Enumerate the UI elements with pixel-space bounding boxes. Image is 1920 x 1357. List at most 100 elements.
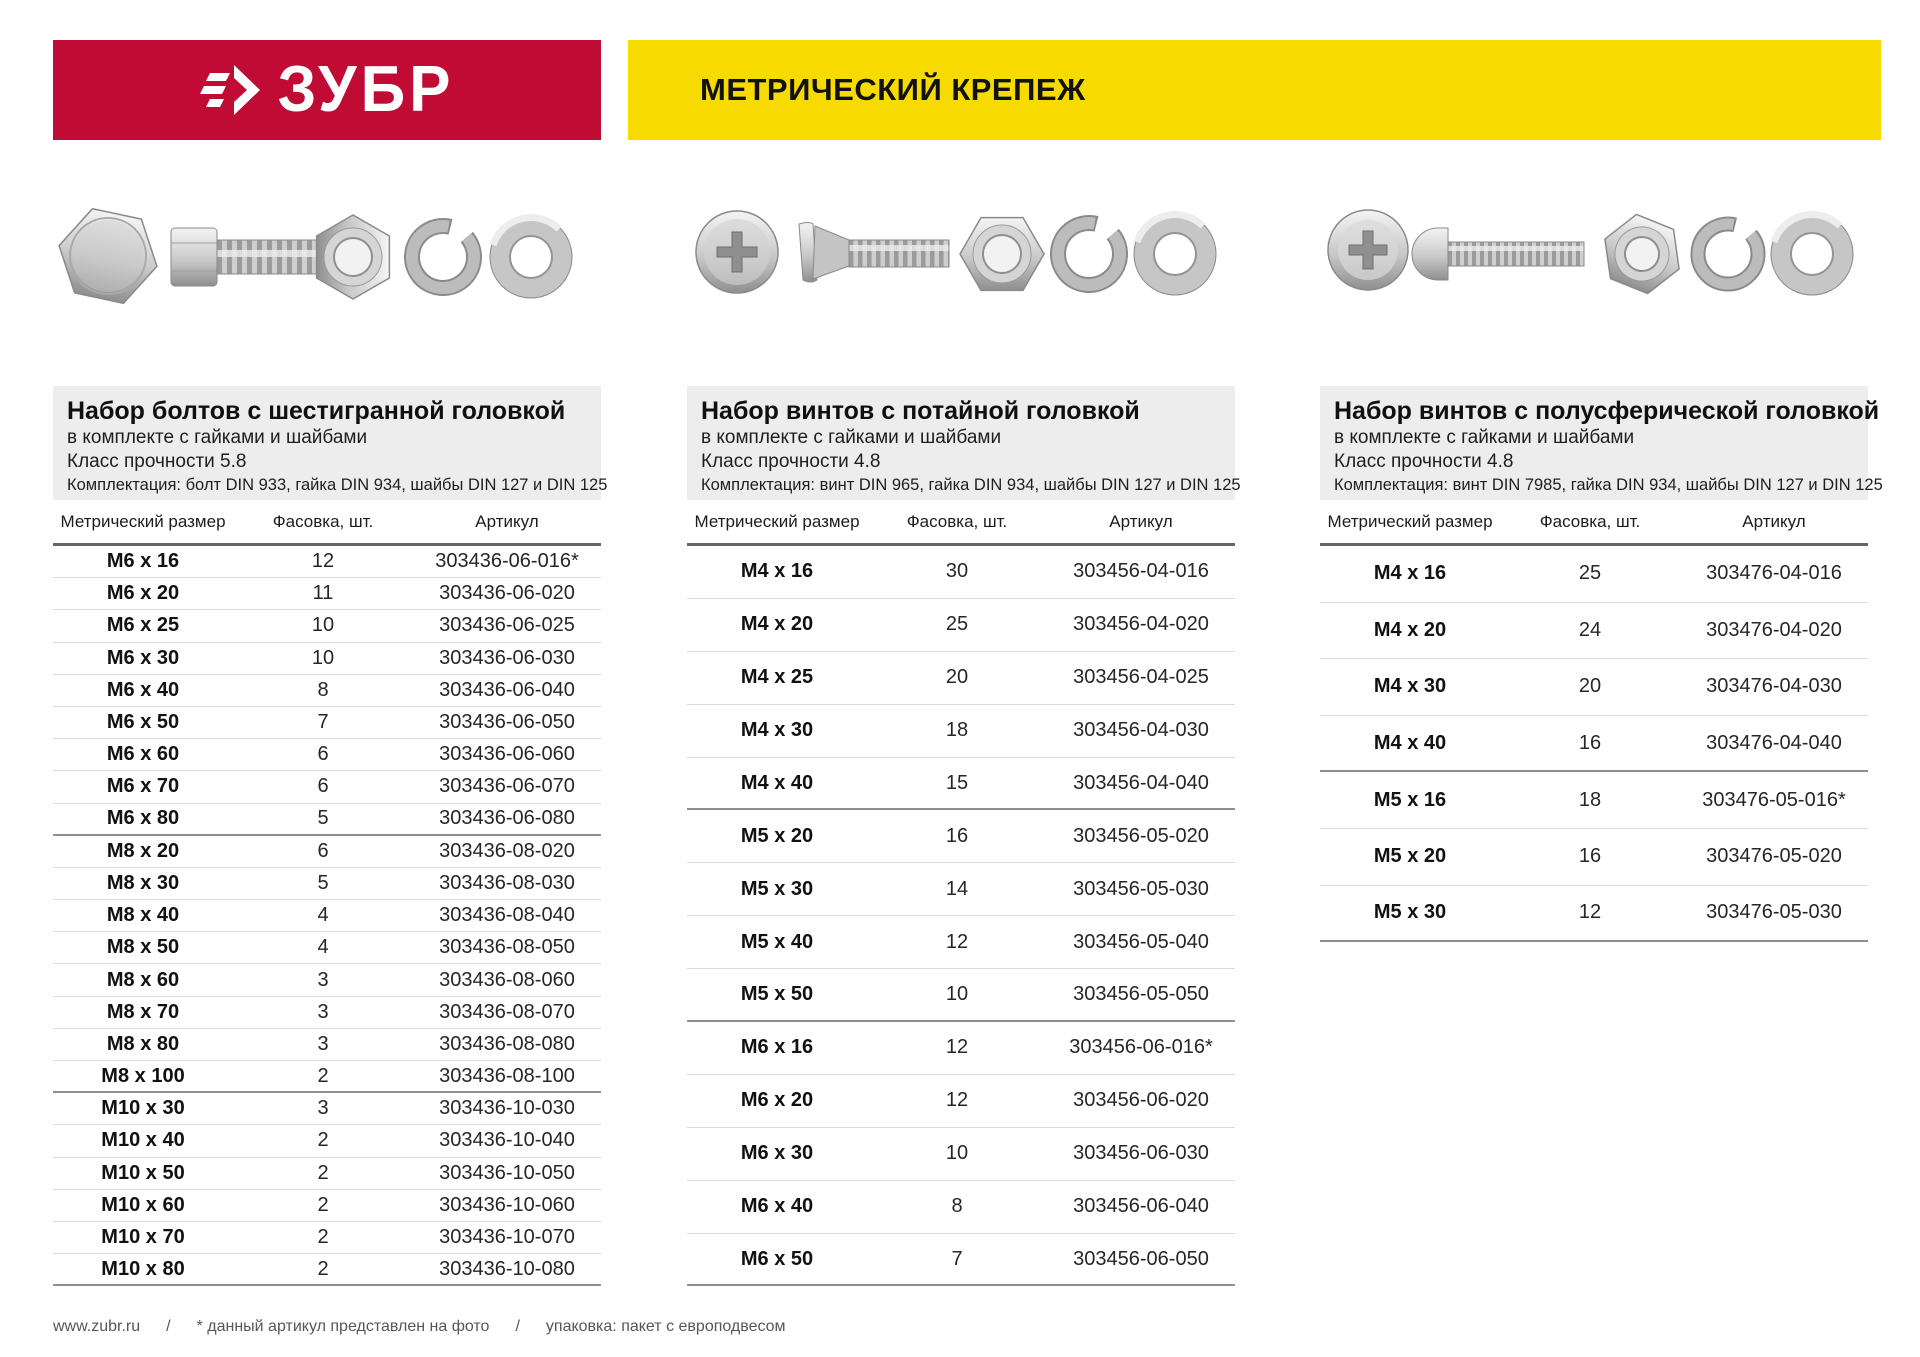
cell-qty: 30	[945, 560, 969, 583]
cell-article: 303456-06-040	[1073, 1195, 1209, 1218]
cell-size: M8 x 80	[106, 1032, 180, 1055]
cell-qty: 12	[311, 550, 335, 573]
info-block: Набор винтов с потайной головкой в компл…	[687, 386, 1241, 500]
hex-head-top-icon	[58, 207, 158, 305]
countersunk-screw-set-photo	[695, 210, 1217, 296]
table-row: M6 x 50 7 303456-06-050	[687, 1234, 1235, 1287]
table-row: M10 x 60 2 303436-10-060	[53, 1190, 601, 1222]
cell-qty: 2	[317, 1226, 329, 1249]
cell-article: 303456-04-040	[1073, 771, 1209, 794]
flat-washer-icon	[1133, 211, 1217, 296]
cell-size: M6 x 50	[106, 711, 180, 734]
cell-article: 303476-05-016*	[1702, 788, 1846, 811]
cell-size: M6 x 70	[106, 775, 180, 798]
cell-qty: 12	[945, 1036, 969, 1059]
cell-qty: 6	[317, 743, 329, 766]
table-row: M6 x 40 8 303436-06-040	[53, 675, 601, 707]
table-row: M10 x 70 2 303436-10-070	[53, 1222, 601, 1255]
col-header-qty: Фасовка, шт.	[906, 511, 1008, 531]
cell-size: M6 x 25	[106, 614, 180, 637]
countersunk-screw-side-icon	[798, 222, 950, 283]
banner: МЕТРИЧЕСКИЙ КРЕПЕЖ	[628, 40, 1881, 140]
cell-article: 303436-08-040	[439, 904, 575, 927]
table-row: M4 x 20 24 303476-04-020	[1320, 603, 1868, 660]
brand-block: ЗУБР	[53, 40, 601, 140]
table-body: M4 x 16 30 303456-04-016 M4 x 20 25 303456-04…	[687, 546, 1235, 1287]
cell-qty: 4	[317, 936, 329, 959]
cell-qty: 4	[317, 904, 329, 927]
cell-qty: 11	[312, 582, 334, 605]
col-header-size: Метрический размер	[694, 511, 860, 531]
table-row: M10 x 50 2 303436-10-050	[53, 1158, 601, 1190]
set-subtitle: в комплекте с гайками и шайбами	[701, 427, 1002, 448]
table-row: M6 x 40 8 303456-06-040	[687, 1181, 1235, 1234]
cell-size: M4 x 40	[1373, 731, 1447, 754]
table-row: M4 x 30 20 303476-04-030	[1320, 659, 1868, 716]
table-row: M6 x 30 10 303436-06-030	[53, 643, 601, 675]
table-row: M6 x 50 7 303436-06-050	[53, 707, 601, 740]
table-body: M4 x 16 25 303476-04-016 M4 x 20 24 303476-04…	[1320, 546, 1868, 943]
table-row: M6 x 60 6 303436-06-060	[53, 739, 601, 772]
cell-qty: 10	[945, 1142, 969, 1165]
cell-article: 303456-05-030	[1073, 877, 1209, 900]
cell-article: 303456-05-040	[1073, 930, 1209, 953]
table-row: M5 x 40 12 303456-05-040	[687, 916, 1235, 970]
table-row: M8 x 30 5 303436-08-030	[53, 868, 601, 901]
cell-size: M6 x 60	[106, 743, 180, 766]
pan-head-screw-set-photo	[1327, 209, 1854, 296]
footer-separator: /	[166, 1318, 171, 1335]
cell-qty: 10	[311, 646, 335, 669]
cell-article: 303436-10-030	[439, 1097, 575, 1120]
spring-washer-icon	[1050, 215, 1128, 293]
cell-size: M6 x 20	[106, 582, 180, 605]
cell-article: 303476-04-040	[1706, 731, 1842, 754]
cell-size: M5 x 30	[740, 877, 814, 900]
cell-article: 303456-05-020	[1073, 824, 1209, 847]
cell-qty: 7	[317, 711, 329, 734]
table-row: M4 x 40 15 303456-04-040	[687, 758, 1235, 811]
info-block: Набор болтов с шестигранной головкой в к…	[53, 386, 607, 500]
cell-qty: 10	[945, 983, 969, 1006]
cell-size: M8 x 40	[106, 904, 180, 927]
table-row: M8 x 20 6 303436-08-020	[53, 836, 601, 868]
table-row: M6 x 16 12 303436-06-016*	[53, 546, 601, 579]
cell-article: 303436-10-080	[439, 1257, 575, 1280]
cell-size: M6 x 40	[106, 678, 180, 701]
cell-article: 303436-08-060	[439, 968, 575, 991]
zubr-logo-icon	[199, 61, 262, 119]
table-row: M10 x 30 3 303436-10-030	[53, 1093, 601, 1126]
cell-article: 303436-10-060	[439, 1193, 575, 1216]
col-header-size: Метрический размер	[1327, 511, 1493, 531]
cell-size: M4 x 30	[1373, 675, 1447, 698]
catalog-column-countersunk-screws: Набор винтов с потайной головкой в компл…	[687, 180, 1241, 1287]
cell-size: M4 x 16	[1373, 562, 1447, 585]
table-row: M6 x 30 10 303456-06-030	[687, 1128, 1235, 1181]
col-header-size: Метрический размер	[60, 511, 226, 531]
cell-size: M6 x 40	[740, 1195, 814, 1218]
cell-size: M8 x 70	[106, 1000, 180, 1023]
table-row: M4 x 25 20 303456-04-025	[687, 652, 1235, 705]
table-row: M10 x 40 2 303436-10-040	[53, 1125, 601, 1158]
cell-qty: 2	[317, 1064, 329, 1087]
table-row: M4 x 16 30 303456-04-016	[687, 546, 1235, 599]
table-row: M8 x 80 3 303436-08-080	[53, 1029, 601, 1061]
cell-article: 303436-10-040	[439, 1129, 575, 1152]
cell-qty: 8	[317, 678, 329, 701]
col-header-article: Артикул	[475, 511, 539, 531]
cell-article: 303436-08-050	[439, 936, 575, 959]
spring-washer-icon	[1690, 216, 1766, 292]
cell-size: M4 x 20	[740, 613, 814, 636]
cell-article: 303476-05-030	[1706, 901, 1842, 924]
cell-qty: 24	[1578, 618, 1602, 641]
cell-qty: 3	[317, 1097, 329, 1120]
strength-class: Класс прочности 5.8	[67, 451, 247, 472]
table-row: M6 x 20 11 303436-06-020	[53, 578, 601, 611]
table-body: M6 x 16 12 303436-06-016* M6 x 20 11 303436-0…	[53, 546, 601, 1287]
cell-size: M6 x 20	[740, 1089, 814, 1112]
table-row: M4 x 30 18 303456-04-030	[687, 705, 1235, 758]
cell-size: M8 x 30	[106, 871, 180, 894]
cell-size: M6 x 16	[106, 550, 180, 573]
hex-nut-icon	[315, 214, 391, 300]
cell-article: 303476-05-020	[1706, 845, 1842, 868]
cell-article: 303436-06-070	[439, 775, 575, 798]
